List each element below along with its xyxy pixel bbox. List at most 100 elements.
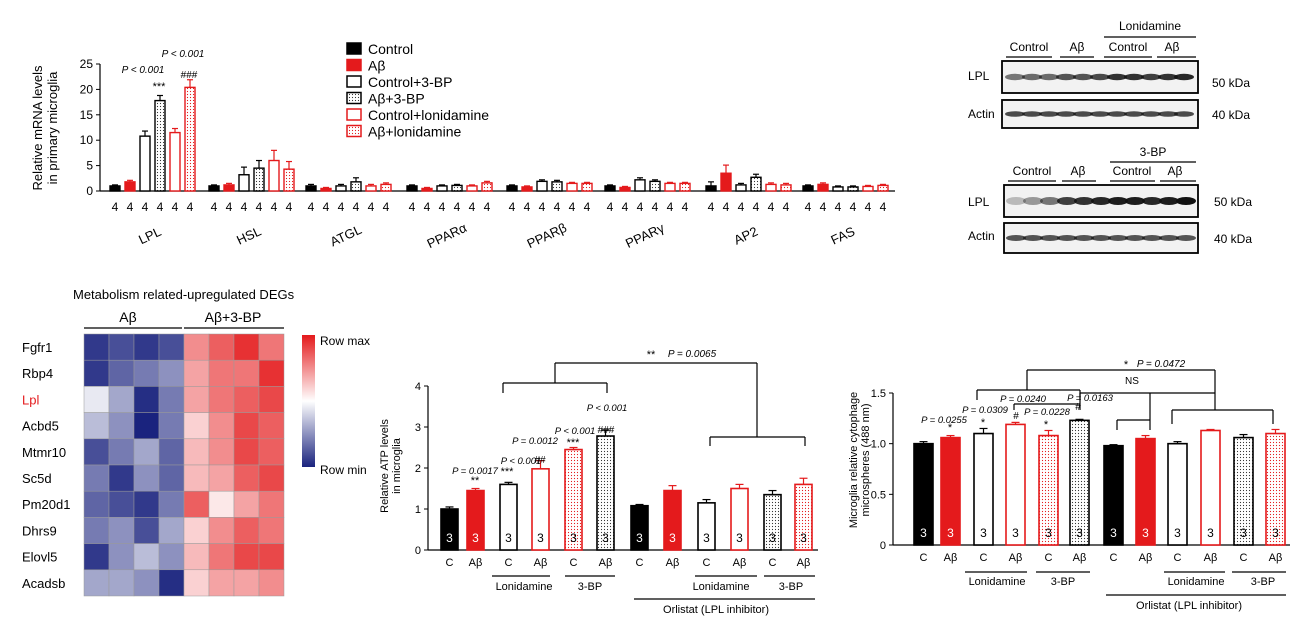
mrna-category-label: ATGL: [328, 222, 364, 250]
atp-n-label: 3: [537, 531, 544, 545]
mrna-n-label: 4: [805, 200, 812, 214]
phago-n-label: 3: [1272, 526, 1279, 540]
mrna-category-label: PPARβ: [525, 220, 569, 251]
mrna-n-label: 4: [652, 200, 659, 214]
phago-n-label: 3: [1045, 526, 1052, 540]
mrna-n-label: 4: [637, 200, 644, 214]
phago-lonidamine-label-2: Lonidamine: [1168, 576, 1225, 588]
mrna-p-value-2: P < 0.001: [162, 49, 205, 60]
phago-p-0163: P = 0.0163: [1067, 393, 1114, 404]
atp-category-label: C: [769, 557, 777, 569]
wb1-label-abeta: Aβ: [1070, 40, 1085, 54]
mrna-n-label: 4: [622, 200, 629, 214]
heatmap-cell: [83, 464, 110, 492]
wb2-bp-title: 3-BP: [1140, 145, 1167, 159]
mrna-bars: [109, 79, 889, 192]
heatmap-colorbar: [302, 335, 315, 467]
mrna-bar: [253, 167, 265, 192]
phago-p-0240: P = 0.0240: [1000, 394, 1047, 405]
heatmap-gene-label: Fgfr1: [22, 340, 52, 355]
atp-y-tick-label: 4: [415, 381, 421, 393]
heatmap-cell: [258, 333, 285, 361]
mrna-n-label: 4: [308, 200, 315, 214]
heatmap-cell: [158, 438, 185, 466]
atp-top-stars: **: [647, 349, 656, 361]
wb1-lpl-band: [1107, 73, 1127, 81]
heatmap-cell: [108, 438, 135, 466]
wb1-actin-band: [1141, 111, 1161, 117]
phago-bar: [1069, 419, 1090, 546]
atp-axis: 0 1 2 3 4: [415, 381, 818, 557]
mrna-bar: [679, 182, 691, 192]
mrna-legend-label: Aβ: [368, 58, 385, 74]
mrna-n-label: 4: [820, 200, 827, 214]
heatmap-cell: [133, 543, 160, 571]
mrna-n-label: 4: [368, 200, 375, 214]
heatmap-cell: [258, 543, 285, 571]
wb1-lpl-band: [1005, 73, 1025, 81]
mrna-bar: [847, 186, 859, 192]
wb2-actin-band: [1057, 235, 1077, 241]
atp-bar: [794, 483, 813, 551]
heatmap-panel: Metabolism related-upregulated DEGs Aβ A…: [22, 287, 370, 597]
phago-y-tick-label: 0.5: [871, 489, 886, 501]
atp-stars-lon-c: ***: [501, 466, 515, 478]
wb2-lpl-band: [1125, 197, 1145, 205]
wb2-kda-50: 50 kDa: [1214, 195, 1252, 209]
heatmap-cell: [133, 490, 160, 518]
heatmap-cell: [183, 543, 210, 571]
phago-ylabel-2: microspheres (488 nm): [860, 403, 872, 516]
mrna-bar: [208, 185, 220, 192]
atp-bar: [564, 448, 583, 551]
heatmap-cell: [183, 569, 210, 597]
wb2-actin-band: [1074, 235, 1094, 241]
mrna-bar: [619, 186, 631, 192]
mrna-bar: [634, 179, 646, 192]
mrna-bar: [268, 159, 280, 192]
heatmap-cell: [208, 569, 235, 597]
heatmap-cell: [233, 490, 260, 518]
mrna-bar: [750, 176, 762, 192]
mrna-bar: [365, 185, 377, 192]
phago-bar: [1167, 442, 1188, 546]
wb2-actin-band: [1023, 235, 1043, 241]
heatmap-cell: [158, 517, 185, 544]
phago-bar: [1135, 437, 1156, 546]
wb2-lpl-band: [1006, 197, 1026, 205]
heatmap-cell: [233, 517, 260, 544]
phago-y-tick-label: 1.0: [871, 439, 886, 451]
phago-bar: [1233, 436, 1254, 546]
heatmap-cell: [133, 359, 160, 387]
mrna-n-label: 4: [424, 200, 431, 214]
heatmap-cell: [258, 464, 285, 492]
atp-p-less-3: P < 0.001: [587, 403, 628, 414]
wb1-bands: [1005, 73, 1194, 117]
mrna-bar: [536, 180, 548, 192]
atp-category-label: C: [446, 557, 454, 569]
phago-star-lon-c: *: [981, 417, 986, 429]
mrna-bar: [551, 181, 563, 192]
heatmap-cell: [108, 569, 135, 597]
heatmap-cell: [258, 569, 285, 597]
heatmap-cell: [108, 359, 135, 387]
atp-n-label: 3: [472, 531, 479, 545]
mrna-y-axis: 0 5 10 15 20 25: [80, 57, 895, 198]
atp-n-label: 3: [602, 531, 609, 545]
wb1-lpl-label: LPL: [968, 69, 990, 83]
heatmap-cell: [183, 359, 210, 387]
heatmap-cell: [183, 464, 210, 492]
mrna-legend-label: Control+lonidamine: [368, 107, 489, 123]
mrna-category-label: PPARα: [425, 220, 470, 252]
mrna-n-label: 4: [157, 200, 164, 214]
heatmap-cell: [108, 386, 135, 413]
wb1-lpl-band: [1174, 73, 1194, 81]
mrna-bar: [451, 184, 463, 192]
phago-bars: 3 C 3 Aβ 3 C 3 Aβ 3 C 3 Aβ 3 C 3 Aβ 3 C 3 Aβ 3 C 3 Aβ: [913, 369, 1286, 596]
atp-lonidamine-label: Lonidamine: [496, 581, 553, 593]
heatmap-cell: [233, 543, 260, 571]
heatmap-cell: [258, 359, 285, 387]
wb1-actin-band: [1174, 111, 1194, 117]
heatmap-cell: [233, 569, 260, 597]
atp-n-label: 3: [505, 531, 512, 545]
mrna-n-label: 4: [768, 200, 775, 214]
